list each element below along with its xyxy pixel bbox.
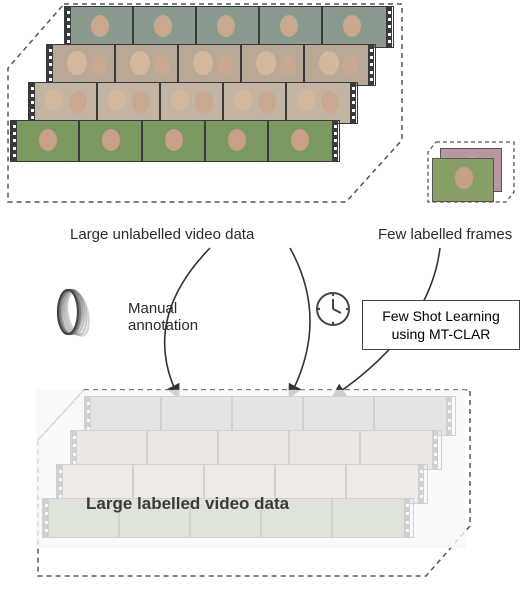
output-label: Large labelled video data — [86, 494, 289, 514]
filmstrip-1 — [10, 120, 340, 162]
filmstrip-2 — [28, 82, 358, 124]
clock-icon — [314, 290, 352, 328]
spiral-icon — [46, 282, 110, 346]
manual-annotation-label: Manual annotation — [128, 300, 198, 334]
filmstrip-4 — [64, 6, 394, 48]
few-frame-front — [432, 158, 494, 202]
arrow-unlabelled-to-method — [290, 248, 310, 396]
method-box: Few Shot Learning using MT-CLAR — [362, 300, 520, 350]
filmstrip-3 — [46, 44, 376, 86]
output-fade-overlay — [36, 390, 466, 548]
few-labelled-label: Few labelled frames — [378, 226, 512, 243]
unlabelled-label: Large unlabelled video data — [70, 226, 254, 243]
